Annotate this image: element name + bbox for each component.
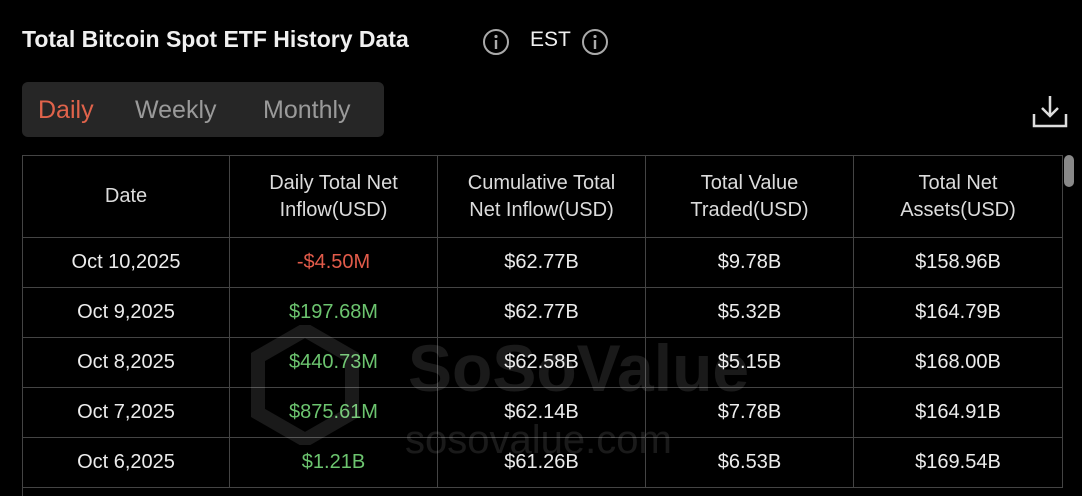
table-cell: $168.00B (854, 338, 1063, 388)
watermark-brand: SoSoValue (408, 331, 750, 405)
tab[interactable]: Monthly (263, 96, 351, 124)
watermark-site: sosovalue.com (405, 418, 672, 462)
column-header: Date (23, 156, 230, 238)
table-cell: Oct 6,2025 (23, 438, 230, 488)
table-cell: -$4.50M (230, 238, 438, 288)
tab-group: Daily Weekly Monthly (22, 82, 384, 137)
column-header: Total Value Traded(USD) (646, 156, 854, 238)
download-icon[interactable] (1030, 92, 1070, 132)
tab[interactable]: Daily (38, 96, 94, 124)
info-icon[interactable] (581, 28, 609, 56)
info-icon[interactable] (482, 28, 510, 56)
page: Total Bitcoin Spot ETF History Data EST … (22, 26, 1074, 496)
table-cell: $158.96B (854, 238, 1063, 288)
table-cell: $5.15B (646, 338, 854, 388)
table-cell: $6.53B (646, 438, 854, 488)
table-cell: $62.14B (438, 388, 646, 438)
table-cell: $62.77B (438, 238, 646, 288)
tab[interactable]: Weekly (135, 96, 217, 124)
watermark-logo (251, 325, 359, 445)
table-cell: $62.58B (438, 338, 646, 388)
table-cell: $7.78B (646, 388, 854, 438)
scrollbar[interactable] (1064, 155, 1074, 187)
table-cell: $5.32B (646, 288, 854, 338)
column-header: Daily Total Net Inflow(USD) (230, 156, 438, 238)
table-cell: $62.77B (438, 288, 646, 338)
title: Total Bitcoin Spot ETF History Data (22, 26, 409, 52)
table-cell: $440.73M (230, 338, 438, 388)
table-cell: Oct 10,2025 (23, 238, 230, 288)
table-cell: $197.68M (230, 288, 438, 338)
table-cell: $9.78B (646, 238, 854, 288)
timezone: EST (530, 28, 571, 51)
table-cell: $164.79B (854, 288, 1063, 338)
table-cell: $875.61M (230, 388, 438, 438)
table-cell: $169.54B (854, 438, 1063, 488)
table-cell: Oct 7,2025 (23, 388, 230, 438)
table-cell: $164.91B (854, 388, 1063, 438)
column-header: Cumulative Total Net Inflow(USD) (438, 156, 646, 238)
table-cell: Oct 9,2025 (23, 288, 230, 338)
column-header: Total Net Assets(USD) (854, 156, 1063, 238)
table-cell: Oct 8,2025 (23, 338, 230, 388)
table: Date Daily Total Net Inflow(USD) Cumulativ… (22, 155, 1063, 496)
